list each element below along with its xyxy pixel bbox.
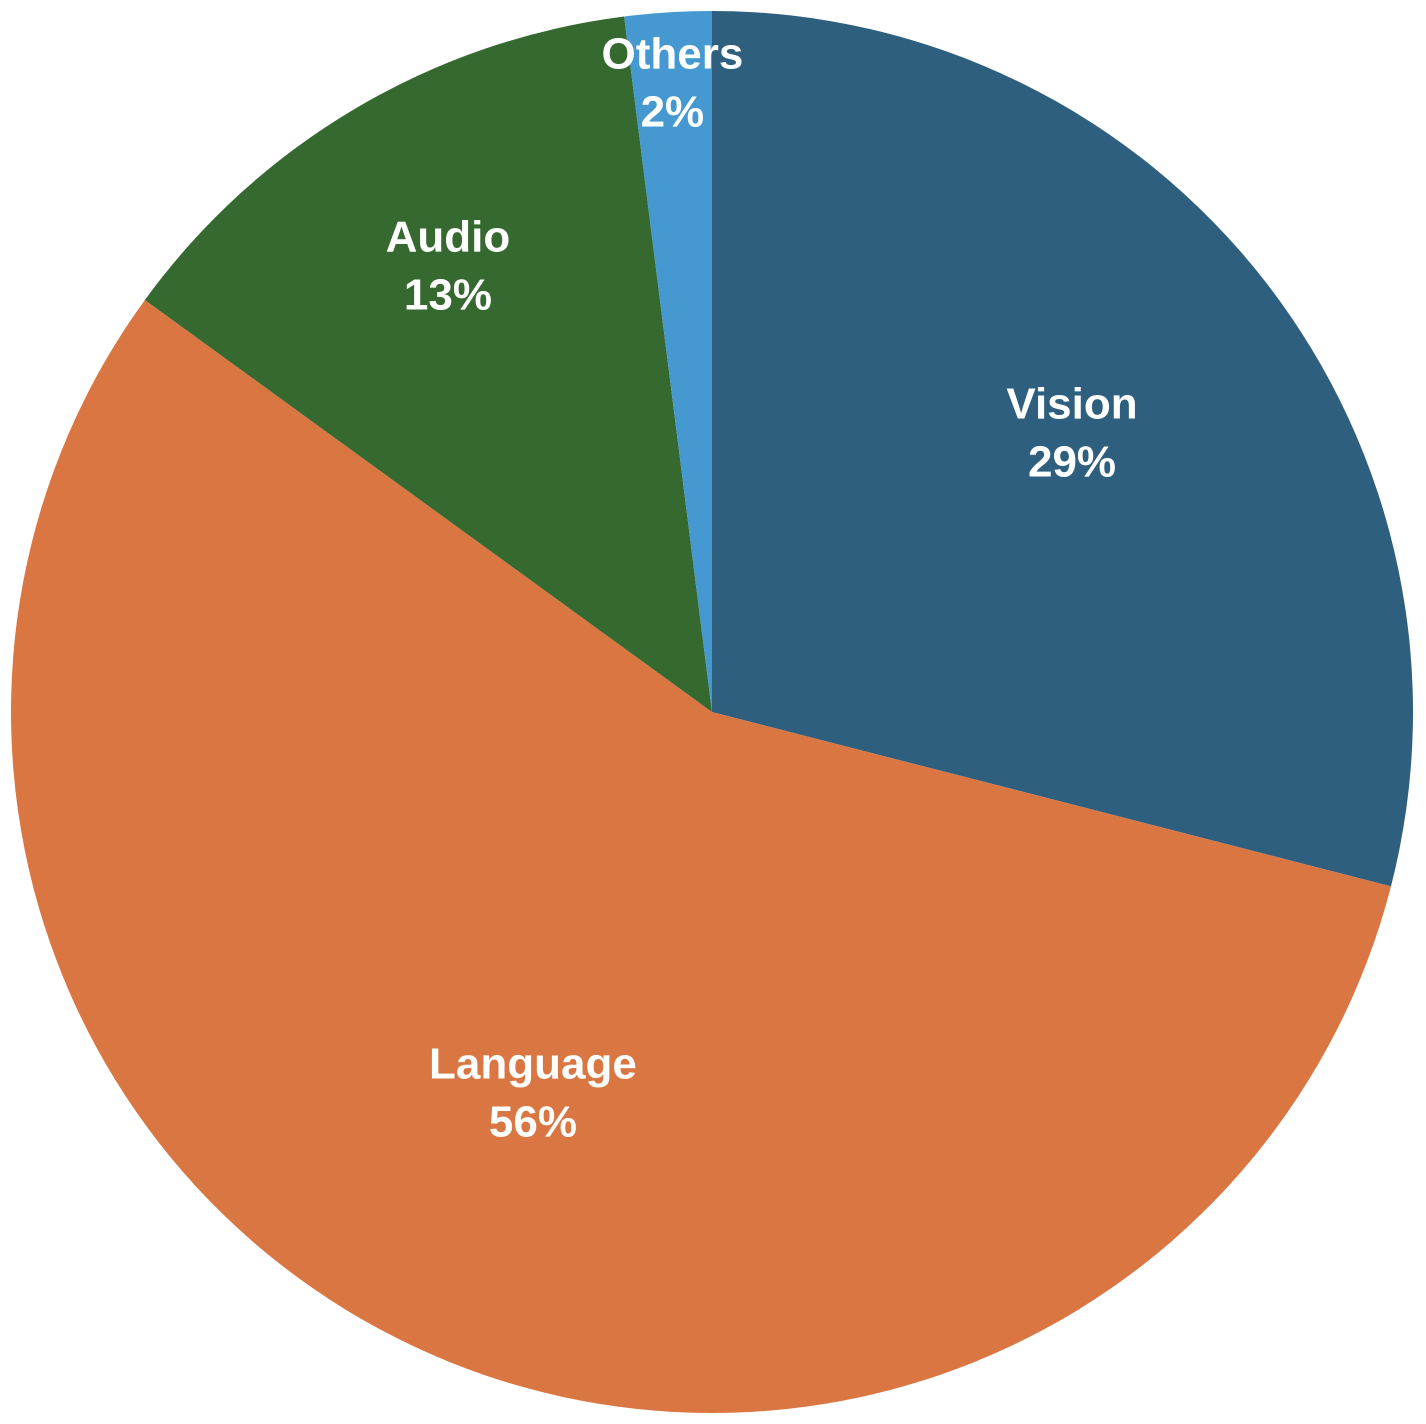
pie-slices <box>11 11 1413 1413</box>
pie-slice-language <box>11 299 1391 1413</box>
slice-label-vision: Vision <box>1006 380 1137 429</box>
slice-label-language: Language <box>429 1040 637 1089</box>
pie-labels: Vision 29% Language 56% Audio 13% Others 2% <box>386 29 1138 1146</box>
slice-label-others: Others <box>601 29 743 78</box>
slice-percent-vision: 29% <box>1028 438 1116 487</box>
pie-slice-vision <box>712 11 1413 887</box>
slice-percent-language: 56% <box>489 1098 577 1147</box>
pie-slice-audio <box>144 16 712 713</box>
pie-slice-others <box>624 11 712 712</box>
slice-percent-audio: 13% <box>404 270 492 319</box>
slice-label-audio: Audio <box>386 212 511 261</box>
slice-percent-others: 2% <box>641 87 705 136</box>
